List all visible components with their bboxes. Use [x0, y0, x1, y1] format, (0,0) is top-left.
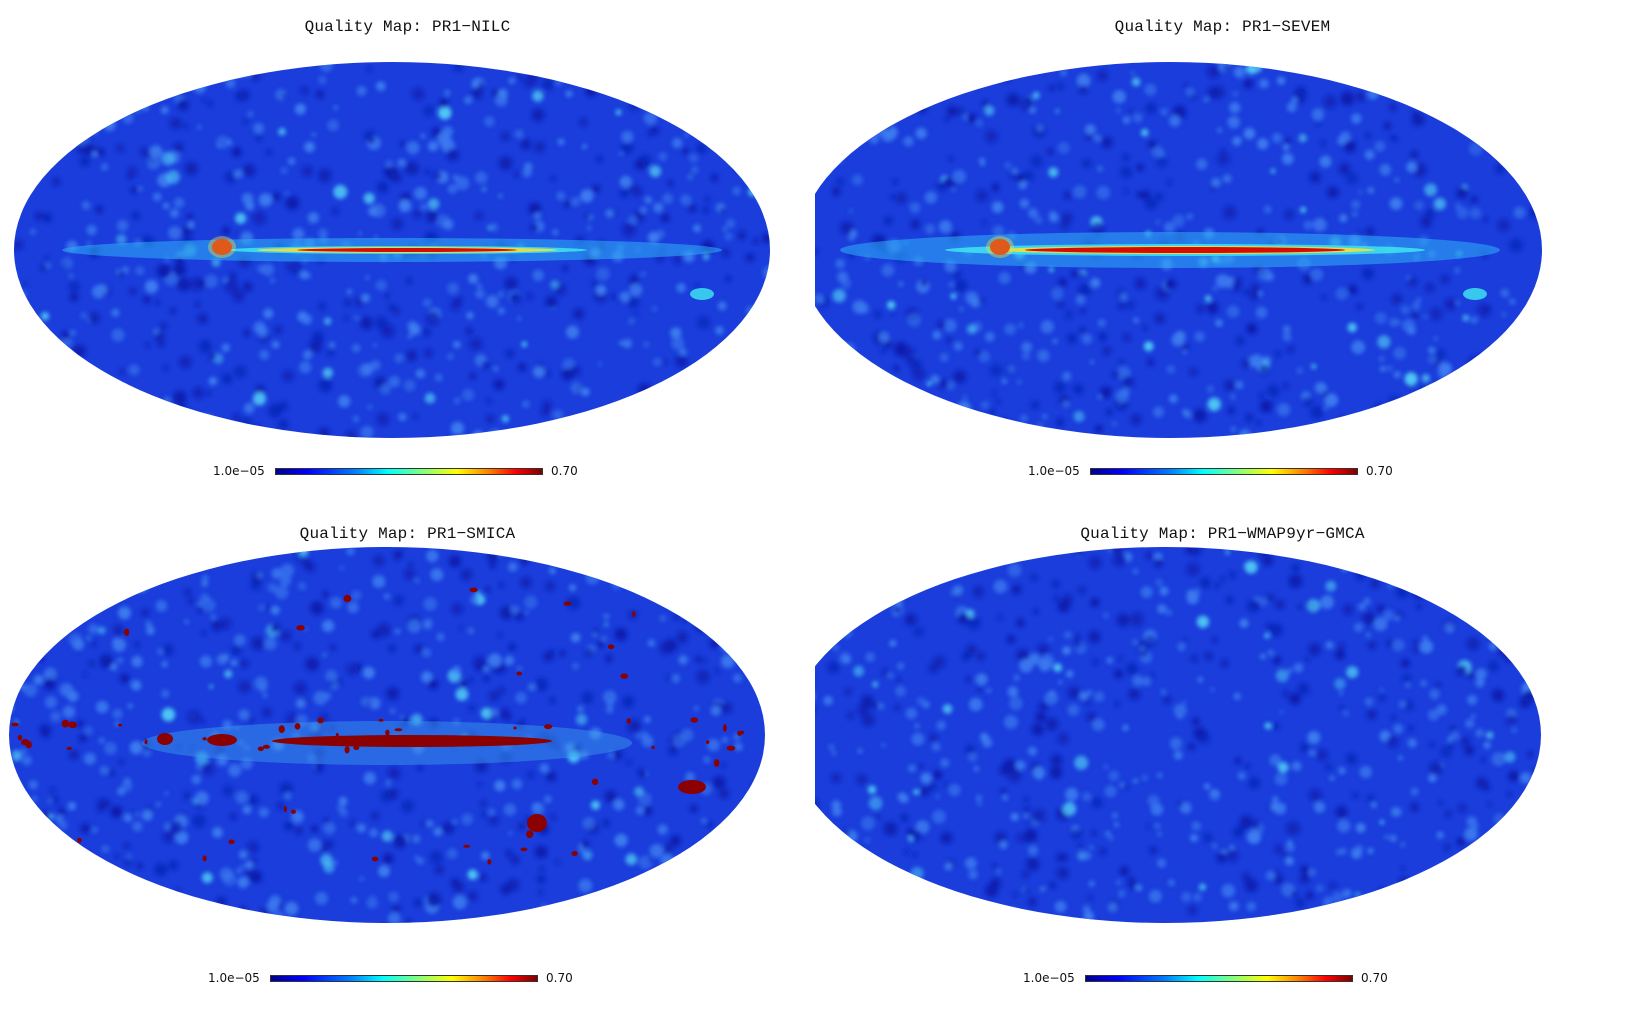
panel-nilc: Quality Map: PR1−NILC 1.0e−05 0.70: [0, 0, 815, 507]
galactic-plane: [11, 587, 758, 865]
galactic-plane: [62, 236, 722, 300]
galactic-plane: [840, 232, 1500, 300]
colorbar-max-label: 0.70: [546, 971, 573, 985]
panel-title: Quality Map: PR1−NILC: [304, 18, 511, 36]
colorbar-max-label: 0.70: [1361, 971, 1388, 985]
mollweide-map: [815, 547, 1541, 923]
colorbar-max-label: 0.70: [1366, 464, 1393, 478]
sky-ellipse: [815, 547, 1541, 923]
mollweide-map: [9, 547, 765, 923]
colorbar: [270, 975, 538, 982]
panel-smica: Quality Map: PR1−SMICA 1.0e−05 0.70: [0, 507, 815, 1014]
panel-title: Quality Map: PR1−SMICA: [299, 525, 516, 543]
colorbar-min-label: 1.0e−05: [213, 464, 265, 478]
colorbar: [275, 468, 543, 475]
colorbar-min-label: 1.0e−05: [208, 971, 260, 985]
panel-gmca: Quality Map: PR1−WMAP9yr−GMCA 1.0e−05 0.…: [815, 507, 1630, 1014]
colorbar-min-label: 1.0e−05: [1023, 971, 1075, 985]
colorbar: [1090, 468, 1358, 475]
panel-title: Quality Map: PR1−WMAP9yr−GMCA: [1080, 525, 1365, 543]
colorbar: [1085, 975, 1353, 982]
colorbar-max-label: 0.70: [551, 464, 578, 478]
panel-sevem: Quality Map: PR1−SEVEM 1.0e−05 0.70: [815, 0, 1630, 507]
panel-title: Quality Map: PR1−SEVEM: [1114, 18, 1331, 36]
mollweide-map: [14, 62, 770, 438]
mollweide-map: [815, 62, 1542, 438]
colorbar-min-label: 1.0e−05: [1028, 464, 1080, 478]
